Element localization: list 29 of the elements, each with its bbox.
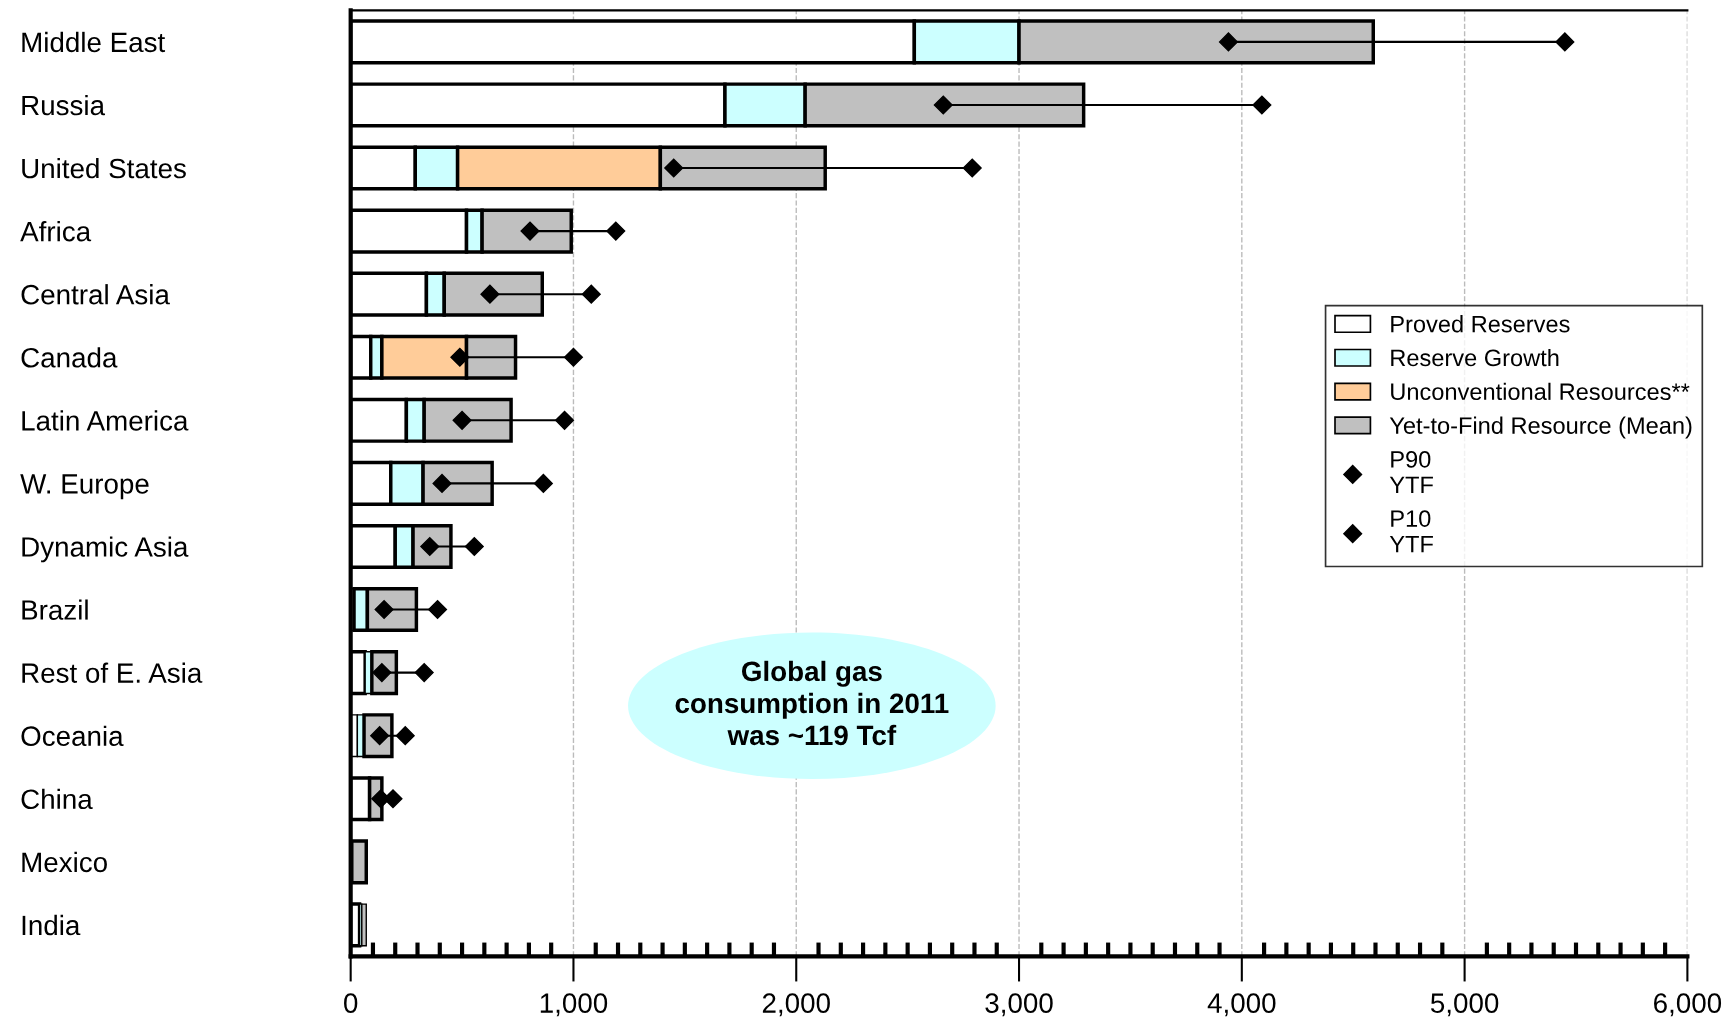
legend-label: Yet-to-Find Resource (Mean) bbox=[1389, 416, 1692, 439]
x-tick-label: 3,000 bbox=[985, 993, 1053, 1017]
y-tick-label: India bbox=[22, 914, 81, 936]
x-tick-label: 1,000 bbox=[540, 993, 608, 1017]
y-tick-label: Rest of E. Asia bbox=[22, 662, 203, 683]
y-tick-label: Central Asia bbox=[21, 284, 170, 305]
x-tick-label: 6,000 bbox=[1654, 993, 1722, 1017]
y-tick-label: United States bbox=[22, 157, 186, 179]
y-tick-label: Russia bbox=[22, 94, 106, 116]
y-tick-label: Middle East bbox=[22, 31, 166, 53]
y-tick-label: Brazil bbox=[22, 599, 88, 620]
y-tick-label: Mexico bbox=[22, 851, 107, 873]
y-tick-label: Africa bbox=[20, 221, 92, 242]
y-tick-label: Latin America bbox=[22, 410, 189, 431]
legend-label: P90 YTF bbox=[1389, 451, 1433, 493]
x-tick-label: 4,000 bbox=[1207, 993, 1276, 1017]
y-tick-label: Dynamic Asia bbox=[22, 536, 189, 563]
x-tick-label: 5,000 bbox=[1430, 993, 1499, 1017]
y-tick-label: China bbox=[21, 788, 93, 810]
legend-label: Proved Reserves bbox=[1391, 315, 1570, 333]
x-tick-label: 2,000 bbox=[762, 993, 830, 1017]
y-tick-label: W. Europe bbox=[20, 474, 149, 500]
annotation: Global gas consumption in 2011 was ~119 Tcf bbox=[675, 660, 949, 746]
y-tick-label: Canada bbox=[21, 347, 118, 368]
y-tick-label: Oceania bbox=[21, 725, 124, 747]
legend-label: Reserve Growth bbox=[1391, 348, 1559, 367]
legend-label: P10 YTF bbox=[1389, 510, 1433, 553]
x-tick-label: 0 bbox=[344, 993, 358, 1013]
legend-label: Unconventional Resources** bbox=[1391, 382, 1690, 401]
